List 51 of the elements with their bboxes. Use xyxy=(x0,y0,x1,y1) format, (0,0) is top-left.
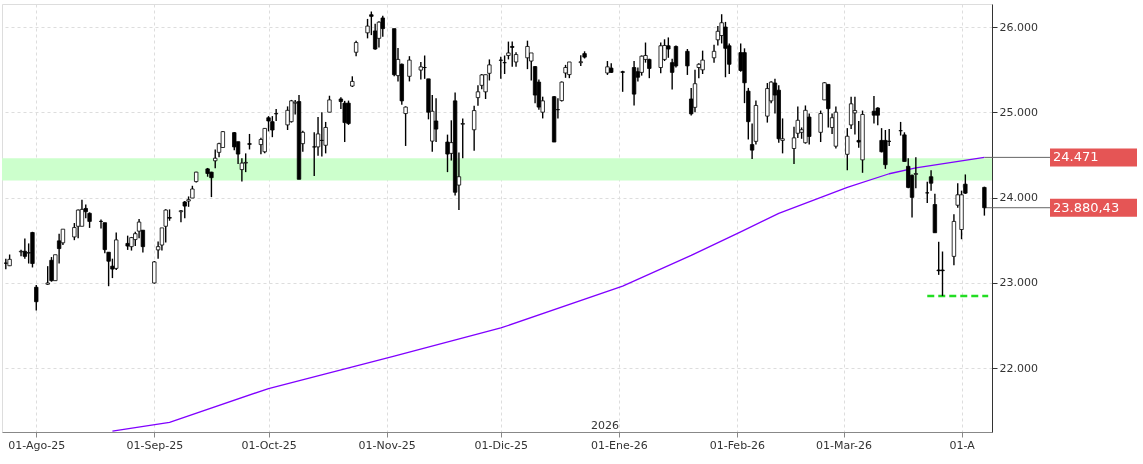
candlestick xyxy=(700,49,705,75)
candlestick xyxy=(658,41,663,75)
x-tick-label: 01-Ene-26 xyxy=(591,438,648,452)
candlestick xyxy=(239,157,245,183)
candlestick xyxy=(209,171,214,198)
candlestick xyxy=(845,127,850,171)
candlestick xyxy=(498,56,503,80)
candlestick xyxy=(22,237,27,260)
annotation: 2026 xyxy=(591,419,620,432)
x-tick-label: 01-Nov-25 xyxy=(358,438,416,452)
candlestick xyxy=(685,48,690,76)
candlestick xyxy=(163,208,168,244)
candlestick xyxy=(106,251,111,287)
candlestick xyxy=(472,105,477,152)
candlestick xyxy=(76,208,81,239)
candlestick xyxy=(178,209,184,224)
candlestick xyxy=(312,131,317,177)
candlestick xyxy=(342,100,347,143)
candlestick xyxy=(243,152,248,173)
x-tick-label: 01-Dic-25 xyxy=(474,438,529,452)
x-tick-label: 01-Feb-26 xyxy=(709,438,766,452)
candlestick xyxy=(982,186,987,217)
y-tick-label: 26.000 xyxy=(999,20,1038,34)
candlestick xyxy=(34,284,39,312)
candlestick xyxy=(807,112,812,146)
candlestick xyxy=(403,105,408,147)
annotation: 24.471 xyxy=(1053,149,1099,165)
candlestick xyxy=(270,115,275,138)
annotation: 23.880,43 xyxy=(1053,199,1120,215)
candlestick xyxy=(692,69,698,113)
x-tick-label: 01-A xyxy=(949,438,976,452)
x-tick-label: 01-Sep-25 xyxy=(126,438,184,452)
y-tick-label: 24.000 xyxy=(999,191,1038,205)
candlestick xyxy=(852,95,858,136)
x-tick-label: 01-Oct-25 xyxy=(241,438,297,452)
candlestick xyxy=(460,117,465,159)
x-tick-label: 01-Mar-26 xyxy=(816,438,872,452)
candlestick xyxy=(433,97,439,143)
line-series xyxy=(111,156,986,432)
candlestick xyxy=(274,108,279,122)
candlestick xyxy=(696,62,701,79)
candlestick xyxy=(940,250,945,297)
candlestick xyxy=(407,55,412,83)
candlestick xyxy=(936,241,941,276)
y-tick-label: 22.000 xyxy=(999,361,1038,375)
candlestick xyxy=(666,36,671,59)
x-tick-label: 01-Ago-25 xyxy=(8,438,66,452)
y-tick-label: 23.000 xyxy=(999,276,1038,290)
candlestick xyxy=(818,109,823,143)
candlestick xyxy=(525,39,530,70)
y-tick-label: 25.000 xyxy=(999,105,1038,119)
